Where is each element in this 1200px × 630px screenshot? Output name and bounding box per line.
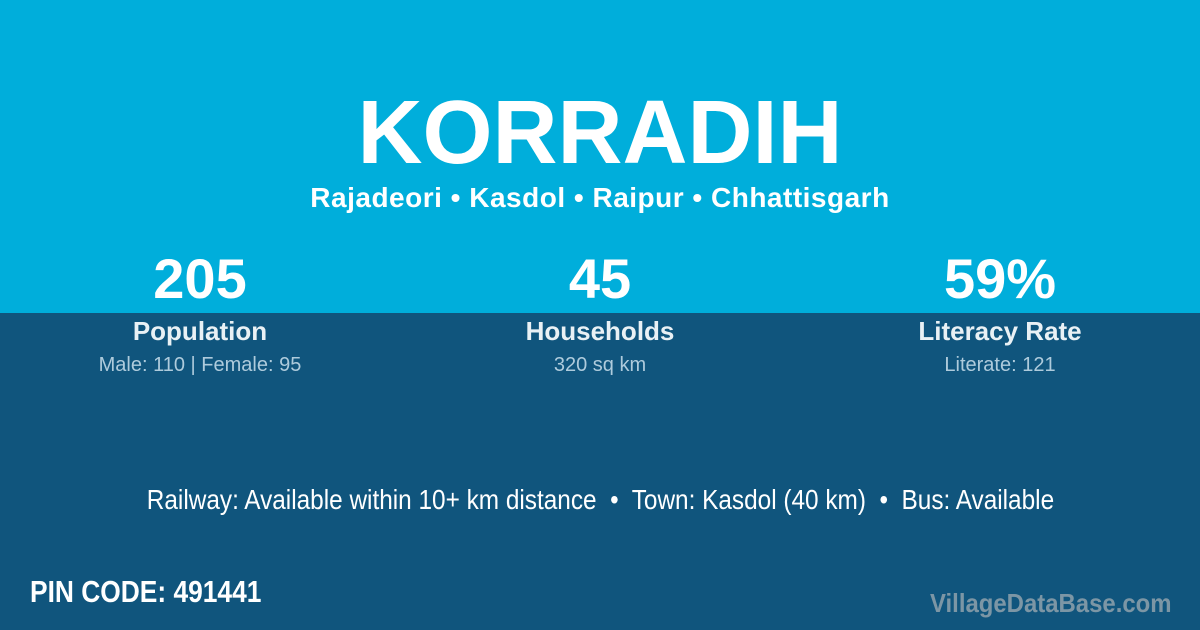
header-band — [0, 0, 1200, 313]
pin-code-text: PIN CODE: 491441 — [30, 574, 262, 609]
village-title: KORRADIH — [357, 83, 843, 183]
population-label: Population — [132, 316, 268, 346]
stats-row: 205 Population Male: 110 | Female: 95 45… — [0, 250, 1200, 377]
literacy-detail: Literate: 121 — [944, 354, 1056, 376]
households-value: 45 — [568, 247, 632, 310]
literacy-label: Literacy Rate — [918, 316, 1082, 346]
population-value: 205 — [153, 247, 247, 310]
stat-literacy: 59% Literacy Rate Literate: 121 — [800, 250, 1200, 377]
stat-households: 45 Households 320 sq km — [400, 250, 800, 377]
population-detail: Male: 110 | Female: 95 — [98, 354, 302, 376]
households-detail: 320 sq km — [553, 354, 647, 376]
households-label: Households — [525, 316, 675, 346]
literacy-value: 59% — [943, 247, 1057, 310]
watermark: VillageDataBase.com — [909, 585, 1172, 621]
watermark-text: VillageDataBase.com — [930, 588, 1172, 618]
breadcrumb: Rajadeori • Kasdol • Raipur • Chhattisga… — [310, 182, 890, 213]
stat-population: 205 Population Male: 110 | Female: 95 — [0, 250, 400, 377]
transport-info: Railway: Available within 10+ km distanc… — [0, 482, 1200, 518]
pin-code: PIN CODE: 491441 — [30, 572, 302, 612]
transport-info-text: Railway: Available within 10+ km distanc… — [146, 484, 1054, 515]
